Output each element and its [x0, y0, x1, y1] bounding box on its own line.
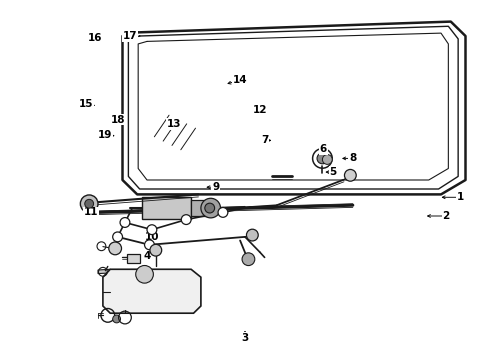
Text: 7: 7 [261, 135, 269, 145]
Text: 14: 14 [233, 75, 247, 85]
Circle shape [242, 253, 255, 266]
Text: 1: 1 [457, 192, 464, 202]
Text: 8: 8 [349, 153, 356, 163]
Text: 16: 16 [88, 33, 103, 43]
Circle shape [344, 170, 356, 181]
Text: 3: 3 [242, 333, 248, 343]
Text: 17: 17 [122, 31, 137, 41]
Circle shape [120, 217, 130, 228]
Polygon shape [142, 197, 191, 219]
Text: 10: 10 [145, 232, 159, 242]
Polygon shape [191, 200, 211, 216]
Text: 13: 13 [167, 119, 181, 129]
Circle shape [113, 315, 121, 323]
Text: 18: 18 [110, 114, 125, 125]
Text: 12: 12 [252, 105, 267, 115]
Circle shape [150, 244, 162, 256]
Circle shape [109, 242, 122, 255]
Circle shape [205, 203, 215, 213]
Circle shape [113, 232, 122, 242]
Text: 6: 6 [320, 144, 327, 154]
Polygon shape [103, 269, 201, 313]
Text: 19: 19 [98, 130, 113, 140]
Circle shape [218, 207, 228, 217]
Polygon shape [130, 269, 159, 274]
Circle shape [85, 199, 94, 208]
Text: 9: 9 [212, 182, 219, 192]
Circle shape [181, 215, 191, 225]
Text: 4: 4 [143, 251, 151, 261]
Text: 15: 15 [78, 99, 93, 109]
Circle shape [145, 240, 154, 250]
Text: 11: 11 [83, 207, 98, 217]
Circle shape [80, 195, 98, 212]
Circle shape [322, 154, 332, 165]
Text: 2: 2 [442, 211, 449, 221]
Polygon shape [127, 254, 140, 263]
Circle shape [136, 266, 153, 283]
Circle shape [201, 198, 220, 218]
Circle shape [147, 225, 157, 235]
Text: 5: 5 [330, 167, 337, 177]
Circle shape [246, 229, 258, 241]
Circle shape [317, 153, 328, 164]
Polygon shape [98, 269, 112, 274]
